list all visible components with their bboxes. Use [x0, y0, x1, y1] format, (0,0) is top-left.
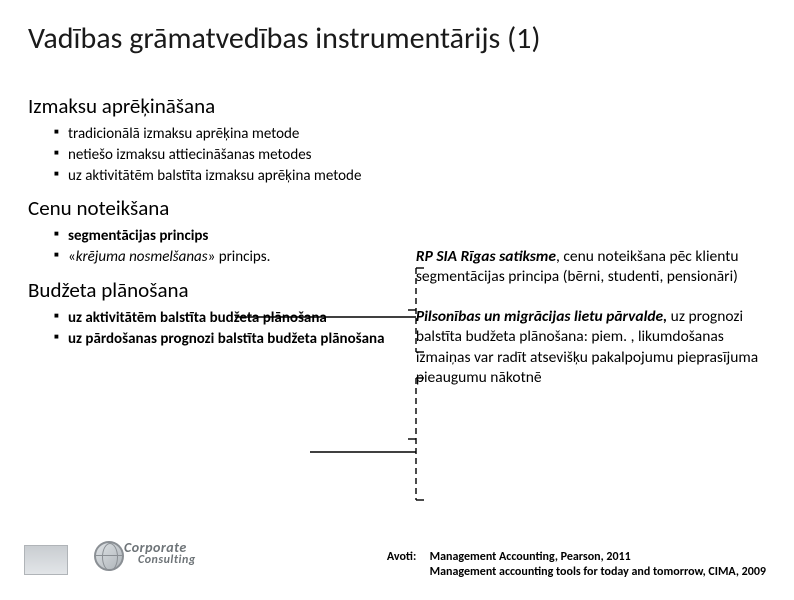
section3-heading: Budžeta plānošana — [28, 277, 388, 303]
section1-heading: Izmaksu aprēķināšana — [28, 93, 388, 119]
source-line-1: Management Accounting, Pearson, 2011 — [430, 550, 631, 566]
list-item: segmentācijas princips — [54, 227, 388, 246]
section2-list: segmentācijas princips «krējuma nosmelša… — [28, 227, 388, 267]
sources-spacer — [387, 565, 427, 581]
list-item: tradicionālā izmaksu aprēķina metode — [54, 125, 388, 144]
example1-lead: RP SIA Rīgas satiksme — [416, 247, 556, 266]
sources-block: Avoti: Management Accounting, Pearson, 2… — [387, 550, 766, 581]
slide-title: Vadības grāmatvedības instrumentārijs (1… — [28, 20, 766, 57]
list-text: netiešo izmaksu attiecināšanas metodes — [68, 146, 312, 164]
list-text: tradicionālā izmaksu aprēķina metode — [68, 125, 299, 143]
list-text: uz pārdošanas prognozi balstīta budžeta … — [68, 330, 385, 348]
example-box-1: RP SIA Rīgas satiksme, cenu noteikšana p… — [416, 247, 766, 287]
section2-heading: Cenu noteikšana — [28, 195, 388, 221]
spacer — [416, 97, 766, 247]
list-item: uz pārdošanas prognozi balstīta budžeta … — [54, 330, 388, 349]
section1-list: tradicionālā izmaksu aprēķina metode net… — [28, 125, 388, 185]
list-item: netiešo izmaksu attiecināšanas metodes — [54, 146, 388, 165]
example2-lead: Pilsonības un migrācijas lietu pārvalde, — [416, 307, 667, 326]
logo: Corporate Consulting — [94, 539, 214, 575]
content-columns: Izmaksu aprēķināšana tradicionālā izmaks… — [28, 93, 766, 408]
source-line-2: Management accounting tools for today an… — [430, 565, 766, 581]
list-item: uz aktivitātēm balstīta izmaksu aprēķina… — [54, 167, 388, 186]
globe-icon — [94, 541, 124, 571]
sources-label: Avoti: — [387, 550, 427, 566]
slide-container: Vadības grāmatvedības instrumentārijs (1… — [0, 0, 794, 595]
thumbnail-icon — [24, 545, 68, 575]
list-item: «krējuma nosmelšanas» princips. — [54, 248, 388, 267]
logo-text-2: Consulting — [138, 553, 196, 567]
list-text: segmentācijas princips — [68, 227, 208, 245]
list-text-italic: krējuma nosmelšanas — [76, 248, 208, 266]
left-column: Izmaksu aprēķināšana tradicionālā izmaks… — [28, 93, 388, 408]
list-text: uz aktivitātēm balstīta izmaksu aprēķina… — [68, 167, 361, 185]
right-column: RP SIA Rīgas satiksme, cenu noteikšana p… — [416, 93, 766, 408]
list-text: uz aktivitātēm balstīta budžeta plānošan… — [68, 309, 327, 327]
list-item: uz aktivitātēm balstīta budžeta plānošan… — [54, 309, 388, 328]
section3-list: uz aktivitātēm balstīta budžeta plānošan… — [28, 309, 388, 349]
example-box-2: Pilsonības un migrācijas lietu pārvalde,… — [416, 307, 766, 388]
